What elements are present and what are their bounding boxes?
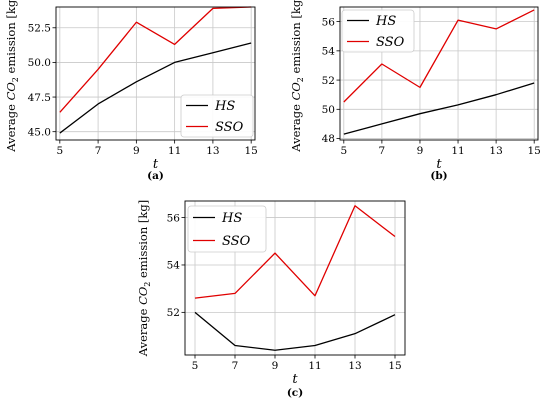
- series-line-hs: [343, 82, 535, 135]
- legend-label-hs: HS: [214, 99, 235, 114]
- x-tick-label: 11: [451, 145, 464, 157]
- y-axis-label: Average CO2 emission [kg]: [289, 0, 305, 153]
- chart-panel-2: 5 7 9 11 13 15 48 50 52 54 56 t Average CO2 emission…: [289, 0, 541, 182]
- y-tick-label: 52.5: [28, 22, 51, 34]
- series-line-hs: [59, 42, 252, 134]
- legend-label-sso: SSO: [376, 35, 405, 50]
- y-tick-label: 52: [322, 75, 335, 87]
- y-tick-label: 52: [167, 307, 180, 319]
- legend: HS SSO: [341, 9, 415, 53]
- legend-label-hs: HS: [221, 211, 242, 226]
- x-tick-label: 9: [133, 145, 140, 157]
- x-tick-label: 13: [489, 145, 502, 157]
- x-tick-label: 13: [206, 145, 219, 157]
- x-tick-label: 15: [244, 145, 257, 157]
- x-tick-label: 11: [168, 145, 181, 157]
- plot-frame: [339, 6, 539, 141]
- y-tick-label: 50: [322, 104, 335, 116]
- x-axis-label: t: [436, 157, 442, 172]
- plot-frame: [55, 6, 256, 141]
- y-tick-label: 45.0: [28, 126, 51, 138]
- x-tick-label: 5: [56, 145, 63, 157]
- y-tick-label: 50.0: [28, 57, 51, 69]
- panel-caption: (a): [147, 170, 164, 182]
- y-tick-label: 54: [167, 260, 181, 272]
- x-tick-label: 5: [192, 360, 199, 372]
- legend: HS SSO: [187, 205, 267, 253]
- y-axis-label: Average CO2 emission [kg]: [4, 0, 20, 153]
- x-tick-label: 7: [232, 360, 239, 372]
- x-tick-label: 11: [308, 360, 321, 372]
- legend-label-hs: HS: [375, 14, 396, 29]
- x-tick-label: 15: [528, 145, 541, 157]
- x-tick-label: 5: [340, 145, 347, 157]
- x-tick-label: 15: [388, 360, 401, 372]
- x-tick-label: 7: [379, 145, 386, 157]
- x-axis-label: t: [153, 157, 159, 172]
- y-tick-label: 56: [322, 16, 336, 28]
- x-tick-label: 9: [417, 145, 424, 157]
- x-axis-label: t: [292, 372, 298, 387]
- series-line-sso: [343, 9, 535, 103]
- legend: HS SSO: [180, 94, 254, 138]
- y-tick-label: 54: [322, 46, 336, 58]
- y-tick-label: 56: [167, 212, 181, 224]
- series-line-hs: [194, 311, 396, 351]
- x-tick-label: 9: [272, 360, 279, 372]
- panel-caption: (b): [430, 170, 447, 182]
- x-tick-label: 7: [95, 145, 102, 157]
- y-axis-label: Average CO2 emission [kg]: [136, 200, 152, 357]
- y-tick-label: 47.5: [28, 92, 51, 104]
- x-tick-label: 13: [348, 360, 361, 372]
- y-tick-label: 48: [322, 133, 335, 145]
- legend-label-sso: SSO: [222, 234, 251, 249]
- legend-label-sso: SSO: [215, 120, 244, 135]
- panel-caption: (c): [287, 387, 303, 399]
- chart-panel-1: 5 7 9 11 13 15 45.0 47.5 50.0 52.5 t Average CO2 em…: [4, 0, 258, 182]
- series-line-sso: [194, 205, 396, 299]
- plot-frame: [184, 200, 406, 356]
- chart-panel-3: 5 7 9 11 13 15 52 54 56 t Average CO2 emission [kg…: [136, 200, 406, 399]
- series-line-sso: [59, 6, 252, 113]
